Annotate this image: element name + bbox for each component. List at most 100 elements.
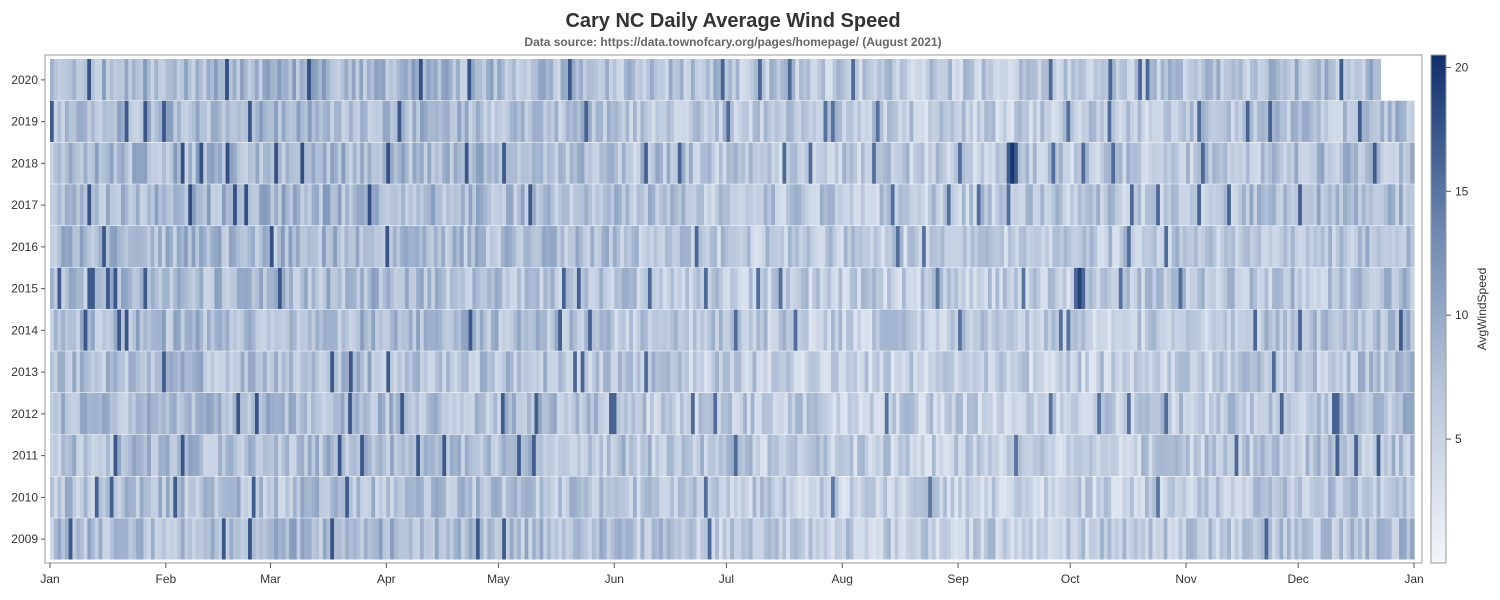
heatmap-cell bbox=[386, 267, 391, 309]
heatmap-cell bbox=[195, 393, 200, 435]
heatmap-cell bbox=[1369, 267, 1374, 309]
heatmap-cell bbox=[109, 100, 115, 142]
heatmap-cell bbox=[928, 100, 933, 142]
heatmap-cell bbox=[1301, 351, 1307, 393]
heatmap-cell bbox=[1179, 226, 1184, 268]
heatmap-cell bbox=[1271, 476, 1277, 518]
heatmap-cell bbox=[474, 59, 480, 101]
heatmap-cell bbox=[1316, 434, 1322, 476]
heatmap-cell bbox=[319, 518, 324, 560]
heatmap-cell bbox=[1208, 518, 1213, 560]
heatmap-cell bbox=[1406, 267, 1411, 309]
heatmap-cell bbox=[233, 184, 238, 226]
heatmap-cell bbox=[94, 267, 100, 309]
heatmap-cell bbox=[341, 267, 346, 309]
heatmap-cell bbox=[580, 434, 585, 476]
heatmap-cell bbox=[1129, 184, 1135, 226]
heatmap-cell bbox=[689, 100, 694, 142]
heatmap-cell bbox=[1073, 267, 1079, 309]
heatmap-cell bbox=[1070, 100, 1075, 142]
heatmap-cell bbox=[1152, 309, 1157, 351]
heatmap-cell bbox=[568, 226, 573, 268]
heatmap-cell bbox=[1350, 184, 1355, 226]
heatmap-cell bbox=[1264, 393, 1270, 435]
heatmap-cell bbox=[109, 351, 115, 393]
heatmap-cell bbox=[1052, 59, 1057, 101]
heatmap-cell bbox=[180, 434, 186, 476]
heatmap-cell bbox=[139, 518, 145, 560]
heatmap-cell bbox=[528, 100, 533, 142]
heatmap-cell bbox=[754, 226, 759, 268]
heatmap-cell bbox=[1036, 184, 1041, 226]
heatmap-cell bbox=[1200, 351, 1206, 393]
heatmap-cell bbox=[1354, 226, 1359, 268]
heatmap-cell bbox=[173, 100, 178, 142]
heatmap-cell bbox=[842, 518, 847, 560]
heatmap-cell bbox=[561, 184, 567, 226]
heatmap-cell bbox=[1384, 518, 1389, 560]
heatmap-cell bbox=[632, 184, 638, 226]
heatmap-cell bbox=[1242, 518, 1247, 560]
heatmap-cell bbox=[1133, 476, 1139, 518]
heatmap-cell bbox=[565, 309, 571, 351]
heatmap-cell bbox=[895, 226, 901, 268]
heatmap-cell bbox=[128, 309, 133, 351]
heatmap-cell bbox=[733, 476, 739, 518]
heatmap-cell bbox=[285, 184, 290, 226]
heatmap-cell bbox=[1358, 59, 1363, 101]
heatmap-cell bbox=[1200, 100, 1206, 142]
heatmap-cell bbox=[1238, 59, 1244, 101]
heatmap-cell bbox=[902, 184, 907, 226]
heatmap-cell bbox=[341, 100, 346, 142]
heatmap-cell bbox=[304, 309, 309, 351]
heatmap-cell bbox=[310, 393, 316, 435]
heatmap-cell bbox=[1332, 226, 1337, 268]
heatmap-cell bbox=[561, 434, 567, 476]
heatmap-cell bbox=[527, 393, 532, 435]
heatmap-cell bbox=[987, 184, 993, 226]
heatmap-cell bbox=[801, 518, 806, 560]
heatmap-cell bbox=[1156, 142, 1161, 184]
heatmap-cell bbox=[1036, 267, 1041, 309]
heatmap-cell bbox=[90, 59, 96, 101]
heatmap-cell bbox=[603, 267, 608, 309]
heatmap-cell bbox=[916, 476, 922, 518]
heatmap-cell bbox=[180, 476, 186, 518]
heatmap-cell bbox=[702, 59, 707, 101]
heatmap-cell bbox=[948, 59, 953, 101]
heatmap-cell bbox=[724, 393, 729, 435]
heatmap-cell bbox=[1227, 142, 1232, 184]
heatmap-cell bbox=[745, 100, 750, 142]
heatmap-cell bbox=[1369, 184, 1374, 226]
heatmap-cell bbox=[274, 100, 279, 142]
heatmap-cell bbox=[1231, 393, 1236, 435]
heatmap-cell bbox=[677, 476, 683, 518]
heatmap-cell bbox=[1029, 518, 1034, 560]
heatmap-cell bbox=[946, 518, 952, 560]
heatmap-cell bbox=[741, 518, 746, 560]
heatmap-cell bbox=[1406, 100, 1411, 142]
heatmap-cell bbox=[831, 100, 836, 142]
heatmap-cell bbox=[903, 59, 908, 101]
heatmap-cell bbox=[162, 267, 167, 309]
heatmap-cell bbox=[1088, 142, 1094, 184]
heatmap-cell bbox=[1268, 518, 1273, 560]
heatmap-cell bbox=[76, 184, 81, 226]
heatmap-cell bbox=[1410, 434, 1415, 476]
heatmap-cell bbox=[1130, 393, 1136, 435]
heatmap-cell bbox=[823, 267, 828, 309]
heatmap-cell bbox=[263, 351, 268, 393]
heatmap-cell bbox=[221, 351, 227, 393]
heatmap-cell bbox=[735, 226, 741, 268]
heatmap-cell bbox=[739, 393, 744, 435]
heatmap-cell bbox=[737, 100, 742, 142]
heatmap-cell bbox=[1328, 393, 1333, 435]
heatmap-cell bbox=[1058, 309, 1064, 351]
heatmap-cell bbox=[1406, 142, 1411, 184]
heatmap-cell bbox=[158, 393, 163, 435]
heatmap-cell bbox=[674, 434, 679, 476]
heatmap-cell bbox=[1126, 267, 1131, 309]
heatmap-cell bbox=[547, 434, 552, 476]
heatmap-cell bbox=[609, 226, 614, 268]
heatmap-cell bbox=[255, 434, 260, 476]
